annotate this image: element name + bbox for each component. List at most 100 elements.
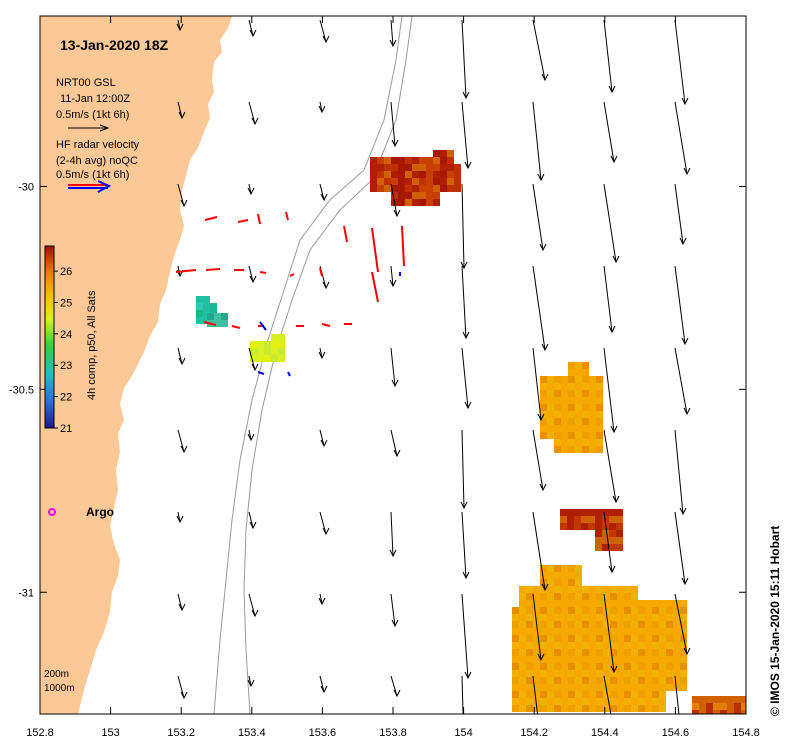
sst-pixel	[250, 341, 257, 348]
sst-pixel	[526, 670, 533, 677]
gsl-arrow	[461, 265, 467, 339]
sst-pixel	[519, 586, 526, 593]
sst-pixel	[575, 684, 582, 691]
sst-pixel	[412, 171, 419, 178]
sst-pixel	[713, 710, 720, 714]
sst-pixel	[659, 656, 666, 663]
sst-pixel	[419, 192, 426, 199]
sst-pixel	[547, 691, 554, 698]
gsl-arrowhead	[251, 609, 259, 618]
sst-pixel	[561, 670, 568, 677]
gsl-arrow	[674, 675, 680, 714]
sst-pixel	[568, 565, 575, 572]
sst-pixel	[433, 192, 440, 199]
sst-pixel	[568, 411, 575, 418]
sst-pixel	[547, 656, 554, 663]
gsl-arrowhead	[679, 237, 687, 246]
sst-pixel	[221, 320, 228, 327]
sst-pixel	[561, 663, 568, 670]
sst-pixel	[533, 691, 540, 698]
sst-pixel	[652, 705, 659, 712]
sst-pixel	[645, 621, 652, 628]
sst-pixel	[547, 614, 554, 621]
sst-pixel	[666, 663, 673, 670]
hf-radar-arrow	[343, 225, 348, 243]
sst-pixel	[631, 656, 638, 663]
sst-pixel	[624, 691, 631, 698]
sst-pixel	[433, 150, 440, 157]
sst-pixel	[617, 607, 624, 614]
sst-pixel	[603, 621, 610, 628]
sst-pixel	[602, 537, 609, 544]
sst-pixel	[512, 621, 519, 628]
sst-pixel	[540, 677, 547, 684]
sst-pixel	[631, 628, 638, 635]
sst-pixel	[603, 600, 610, 607]
sst-pixel	[391, 185, 398, 192]
sst-pixel	[582, 607, 589, 614]
sst-pixel	[652, 684, 659, 691]
sst-pixel	[666, 600, 673, 607]
hf-radar-arrow	[231, 325, 241, 329]
sst-pixel	[596, 705, 603, 712]
sst-pixel	[568, 376, 575, 383]
sst-pixel	[659, 684, 666, 691]
sst-pixel	[631, 677, 638, 684]
sst-pixel	[603, 698, 610, 705]
gsl-arrow	[248, 511, 254, 529]
sst-pixel	[554, 425, 561, 432]
sst-pixel	[426, 185, 433, 192]
argo-float-marker	[48, 508, 56, 516]
sst-pixel	[568, 439, 575, 446]
sst-pixel	[589, 383, 596, 390]
sst-pixel	[713, 703, 720, 710]
gsl-arrowhead	[464, 161, 472, 170]
sst-pixel	[433, 178, 440, 185]
sst-pixel	[567, 509, 574, 516]
sst-pixel	[624, 621, 631, 628]
sst-pixel	[734, 696, 741, 703]
sst-pixel	[575, 614, 582, 621]
sst-pixel	[526, 600, 533, 607]
sst-pixel	[391, 171, 398, 178]
gsl-arrowhead	[320, 685, 328, 694]
sst-pixel	[631, 607, 638, 614]
sst-pixel	[575, 656, 582, 663]
gsl-arrow	[674, 265, 686, 345]
sst-pixel	[203, 303, 210, 310]
sst-pixel	[547, 565, 554, 572]
hf-scale-label: 0.5m/s (1kt 6h)	[56, 169, 129, 181]
sst-pixel	[596, 642, 603, 649]
gsl-arrow	[603, 675, 612, 714]
gsl-arrow	[248, 101, 256, 125]
sst-pixel	[617, 586, 624, 593]
sst-pixel	[581, 516, 588, 523]
sst-pixel	[575, 404, 582, 411]
sst-pixel	[631, 684, 638, 691]
sst-pixel	[617, 656, 624, 663]
gsl-arrow	[674, 511, 686, 585]
gsl-arrowhead	[318, 105, 326, 114]
gsl-arrow	[390, 675, 398, 697]
sst-pixel	[645, 642, 652, 649]
sst-pixel	[673, 649, 680, 656]
sst-pixel	[589, 677, 596, 684]
sst-pixel	[526, 705, 533, 712]
sst-pixel	[624, 635, 631, 642]
sst-pixel	[638, 684, 645, 691]
sst-pixel	[659, 677, 666, 684]
gsl-arrowhead	[541, 583, 549, 592]
sst-pixel	[547, 600, 554, 607]
sst-pixel	[652, 691, 659, 698]
gsl-arrow	[603, 265, 613, 333]
sst-pixel	[519, 705, 526, 712]
gsl-arrowhead	[679, 507, 687, 516]
sst-pixel	[610, 677, 617, 684]
sst-pixel	[568, 432, 575, 439]
sst-pixel	[645, 684, 652, 691]
sst-pixel	[616, 509, 623, 516]
sst-pixel	[203, 317, 210, 324]
sst-pixel	[540, 621, 547, 628]
gsl-arrowhead	[683, 407, 691, 416]
sst-pixel	[454, 164, 461, 171]
